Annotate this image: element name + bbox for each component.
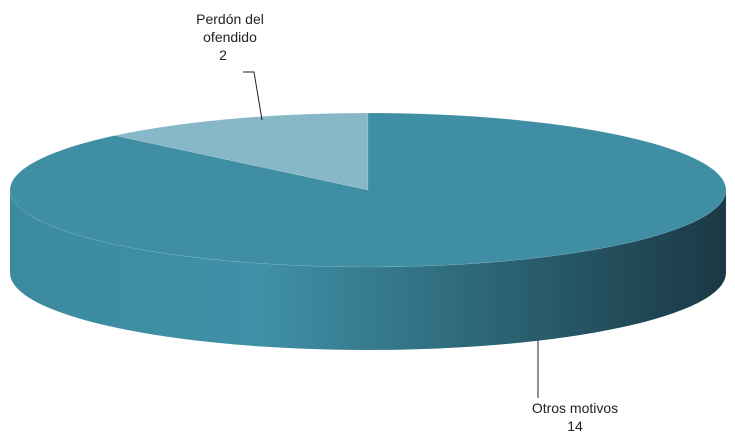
leader-line xyxy=(243,71,263,121)
slice-label: Perdón del ofendido 2 xyxy=(175,10,285,64)
slice-label: Otros motivos 14 xyxy=(510,399,640,435)
value-label: 2 xyxy=(219,47,227,63)
value-label: 14 xyxy=(567,418,583,434)
category-label: Otros motivos xyxy=(531,400,619,416)
pie-slice xyxy=(9,112,727,268)
category-label: Perdón del ofendido xyxy=(196,11,264,45)
pie-slice xyxy=(114,112,369,191)
pie xyxy=(9,112,727,350)
pie-side xyxy=(10,190,726,350)
